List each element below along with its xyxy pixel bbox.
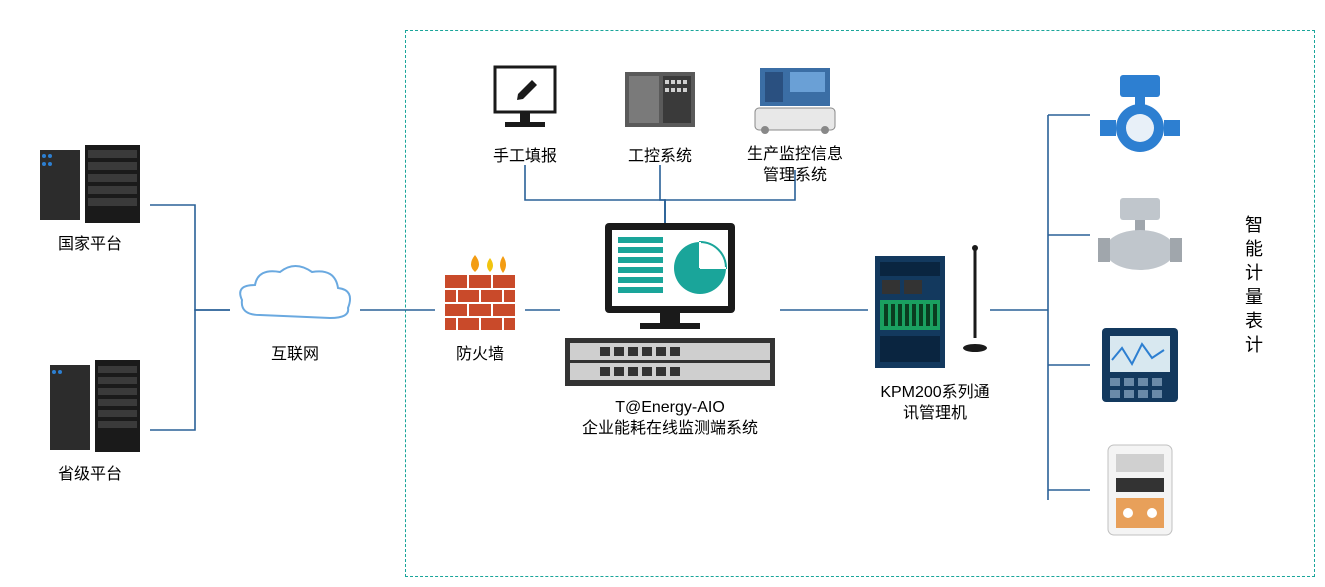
ics-label: 工控系统 bbox=[605, 147, 715, 168]
kpm-gateway-node: KPM200系列通 讯管理机 bbox=[860, 238, 1010, 425]
aio-monitor-rack-icon bbox=[560, 223, 780, 393]
kpm-gateway-icon bbox=[860, 238, 1010, 378]
server-rack-icon bbox=[30, 140, 150, 230]
terminal-pen-icon bbox=[470, 62, 580, 142]
national-platform-label: 国家平台 bbox=[30, 235, 150, 256]
electricity-meter-icon bbox=[1090, 440, 1190, 540]
meter-2-node bbox=[1090, 190, 1190, 285]
server-rack-icon bbox=[30, 360, 150, 460]
internet-label: 互联网 bbox=[230, 345, 360, 366]
firewall-label: 防火墙 bbox=[435, 345, 525, 366]
aio-system-node: T@Energy-AIO 企业能耗在线监测端系统 bbox=[560, 223, 780, 440]
kpm-gateway-label: KPM200系列通 讯管理机 bbox=[860, 383, 1010, 425]
manual-entry-label: 手工填报 bbox=[470, 147, 580, 168]
cloud-icon bbox=[230, 260, 360, 340]
flow-meter-icon bbox=[1090, 70, 1190, 160]
scada-label: 生产监控信息 管理系统 bbox=[735, 145, 855, 187]
national-platform-node: 国家平台 bbox=[30, 140, 150, 256]
meter-4-node bbox=[1090, 440, 1190, 545]
scada-machine-icon bbox=[735, 60, 855, 140]
turbine-meter-icon bbox=[1090, 190, 1190, 280]
internet-node: 互联网 bbox=[230, 260, 360, 366]
plc-icon bbox=[605, 62, 715, 142]
provincial-platform-node: 省级平台 bbox=[30, 360, 150, 486]
firewall-node: 防火墙 bbox=[435, 250, 525, 366]
power-analyzer-icon bbox=[1090, 320, 1190, 410]
meters-group-label: 智能计量表计 bbox=[1240, 215, 1266, 359]
scada-node: 生产监控信息 管理系统 bbox=[735, 60, 855, 187]
ics-node: 工控系统 bbox=[605, 62, 715, 168]
meters-group-label-node: 智能计量表计 bbox=[1240, 215, 1266, 359]
meter-1-node bbox=[1090, 70, 1190, 165]
aio-system-label: T@Energy-AIO 企业能耗在线监测端系统 bbox=[560, 398, 780, 440]
provincial-platform-label: 省级平台 bbox=[30, 465, 150, 486]
manual-entry-node: 手工填报 bbox=[470, 62, 580, 168]
firewall-icon bbox=[435, 250, 525, 340]
meter-3-node bbox=[1090, 320, 1190, 415]
